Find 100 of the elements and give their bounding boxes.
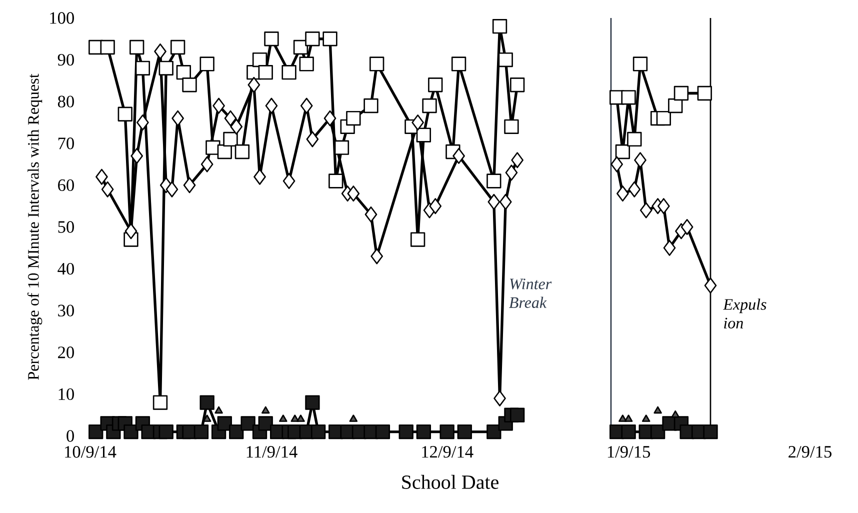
point <box>654 406 662 414</box>
point <box>347 186 360 202</box>
point <box>100 40 115 55</box>
point <box>324 110 336 126</box>
point <box>279 414 288 422</box>
point <box>230 118 243 135</box>
point <box>130 148 144 164</box>
point <box>290 414 300 422</box>
point <box>452 148 465 164</box>
point <box>124 223 138 240</box>
point <box>510 78 525 92</box>
point <box>200 395 214 410</box>
point <box>229 424 244 440</box>
point <box>428 78 443 92</box>
y-tick-label: 0 <box>66 430 74 442</box>
point <box>505 164 518 181</box>
point <box>410 232 426 247</box>
point <box>488 194 500 210</box>
point <box>674 86 689 101</box>
point <box>510 408 525 422</box>
point <box>416 128 431 142</box>
point <box>152 395 168 410</box>
point <box>375 424 390 440</box>
point <box>305 32 320 46</box>
point <box>88 424 104 440</box>
point <box>621 90 636 105</box>
point <box>254 168 266 185</box>
point <box>364 98 378 114</box>
point <box>412 114 424 130</box>
point <box>457 424 472 440</box>
x-tick-label: 11/9/14 <box>246 446 298 458</box>
y-axis-title: Percentage of 10 MInute Intervals with Request <box>27 74 42 380</box>
point <box>101 181 114 198</box>
point <box>492 19 508 34</box>
point <box>300 98 313 114</box>
point <box>154 43 166 60</box>
point <box>214 406 223 414</box>
point <box>703 424 718 440</box>
point <box>322 32 338 46</box>
point <box>494 390 506 406</box>
y-tick-label: 60 <box>58 179 74 192</box>
ref-line-label: Expuls ion <box>723 298 766 328</box>
point <box>634 152 646 168</box>
point <box>183 177 196 194</box>
point <box>498 52 513 68</box>
point <box>398 424 414 440</box>
point <box>668 98 683 114</box>
point <box>194 424 209 440</box>
point <box>440 424 454 440</box>
y-tick-label: 80 <box>58 96 74 108</box>
x-tick-label: 2/9/15 <box>788 446 832 458</box>
point <box>170 40 186 55</box>
point <box>697 86 712 101</box>
point <box>305 395 320 410</box>
point <box>135 60 150 76</box>
point <box>217 416 232 431</box>
point <box>258 416 273 431</box>
point <box>486 424 502 440</box>
point <box>422 98 437 114</box>
point <box>248 76 260 93</box>
point <box>224 110 237 126</box>
point <box>416 424 431 440</box>
point <box>486 174 502 188</box>
point <box>704 278 717 294</box>
point <box>346 110 361 126</box>
point <box>200 56 214 72</box>
point <box>282 173 296 190</box>
point <box>261 406 270 414</box>
point <box>621 424 636 440</box>
point <box>158 60 174 76</box>
point <box>364 206 378 222</box>
point <box>293 40 308 55</box>
point <box>182 78 197 92</box>
x-tick-label: 12/9/14 <box>422 446 474 458</box>
point <box>217 144 232 160</box>
point <box>130 40 144 55</box>
point <box>328 174 344 188</box>
point <box>624 414 633 422</box>
point <box>136 114 149 130</box>
point <box>650 424 666 440</box>
point <box>657 198 670 214</box>
point <box>258 64 273 80</box>
point <box>615 144 630 160</box>
y-tick-label: 20 <box>58 346 74 358</box>
point <box>200 156 214 172</box>
y-tick-label: 50 <box>58 221 74 233</box>
y-tick-label: 30 <box>58 304 74 316</box>
point <box>680 218 694 235</box>
point <box>176 64 191 80</box>
point <box>306 131 319 148</box>
x-tick-label: 1/9/15 <box>608 446 650 458</box>
point <box>240 416 256 431</box>
point <box>282 64 296 80</box>
point <box>264 32 279 46</box>
y-tick-label: 100 <box>50 12 74 24</box>
point <box>223 132 238 147</box>
y-tick-label: 90 <box>58 54 74 66</box>
point <box>299 56 314 72</box>
point <box>429 198 442 214</box>
y-tick-label: 70 <box>58 138 74 150</box>
